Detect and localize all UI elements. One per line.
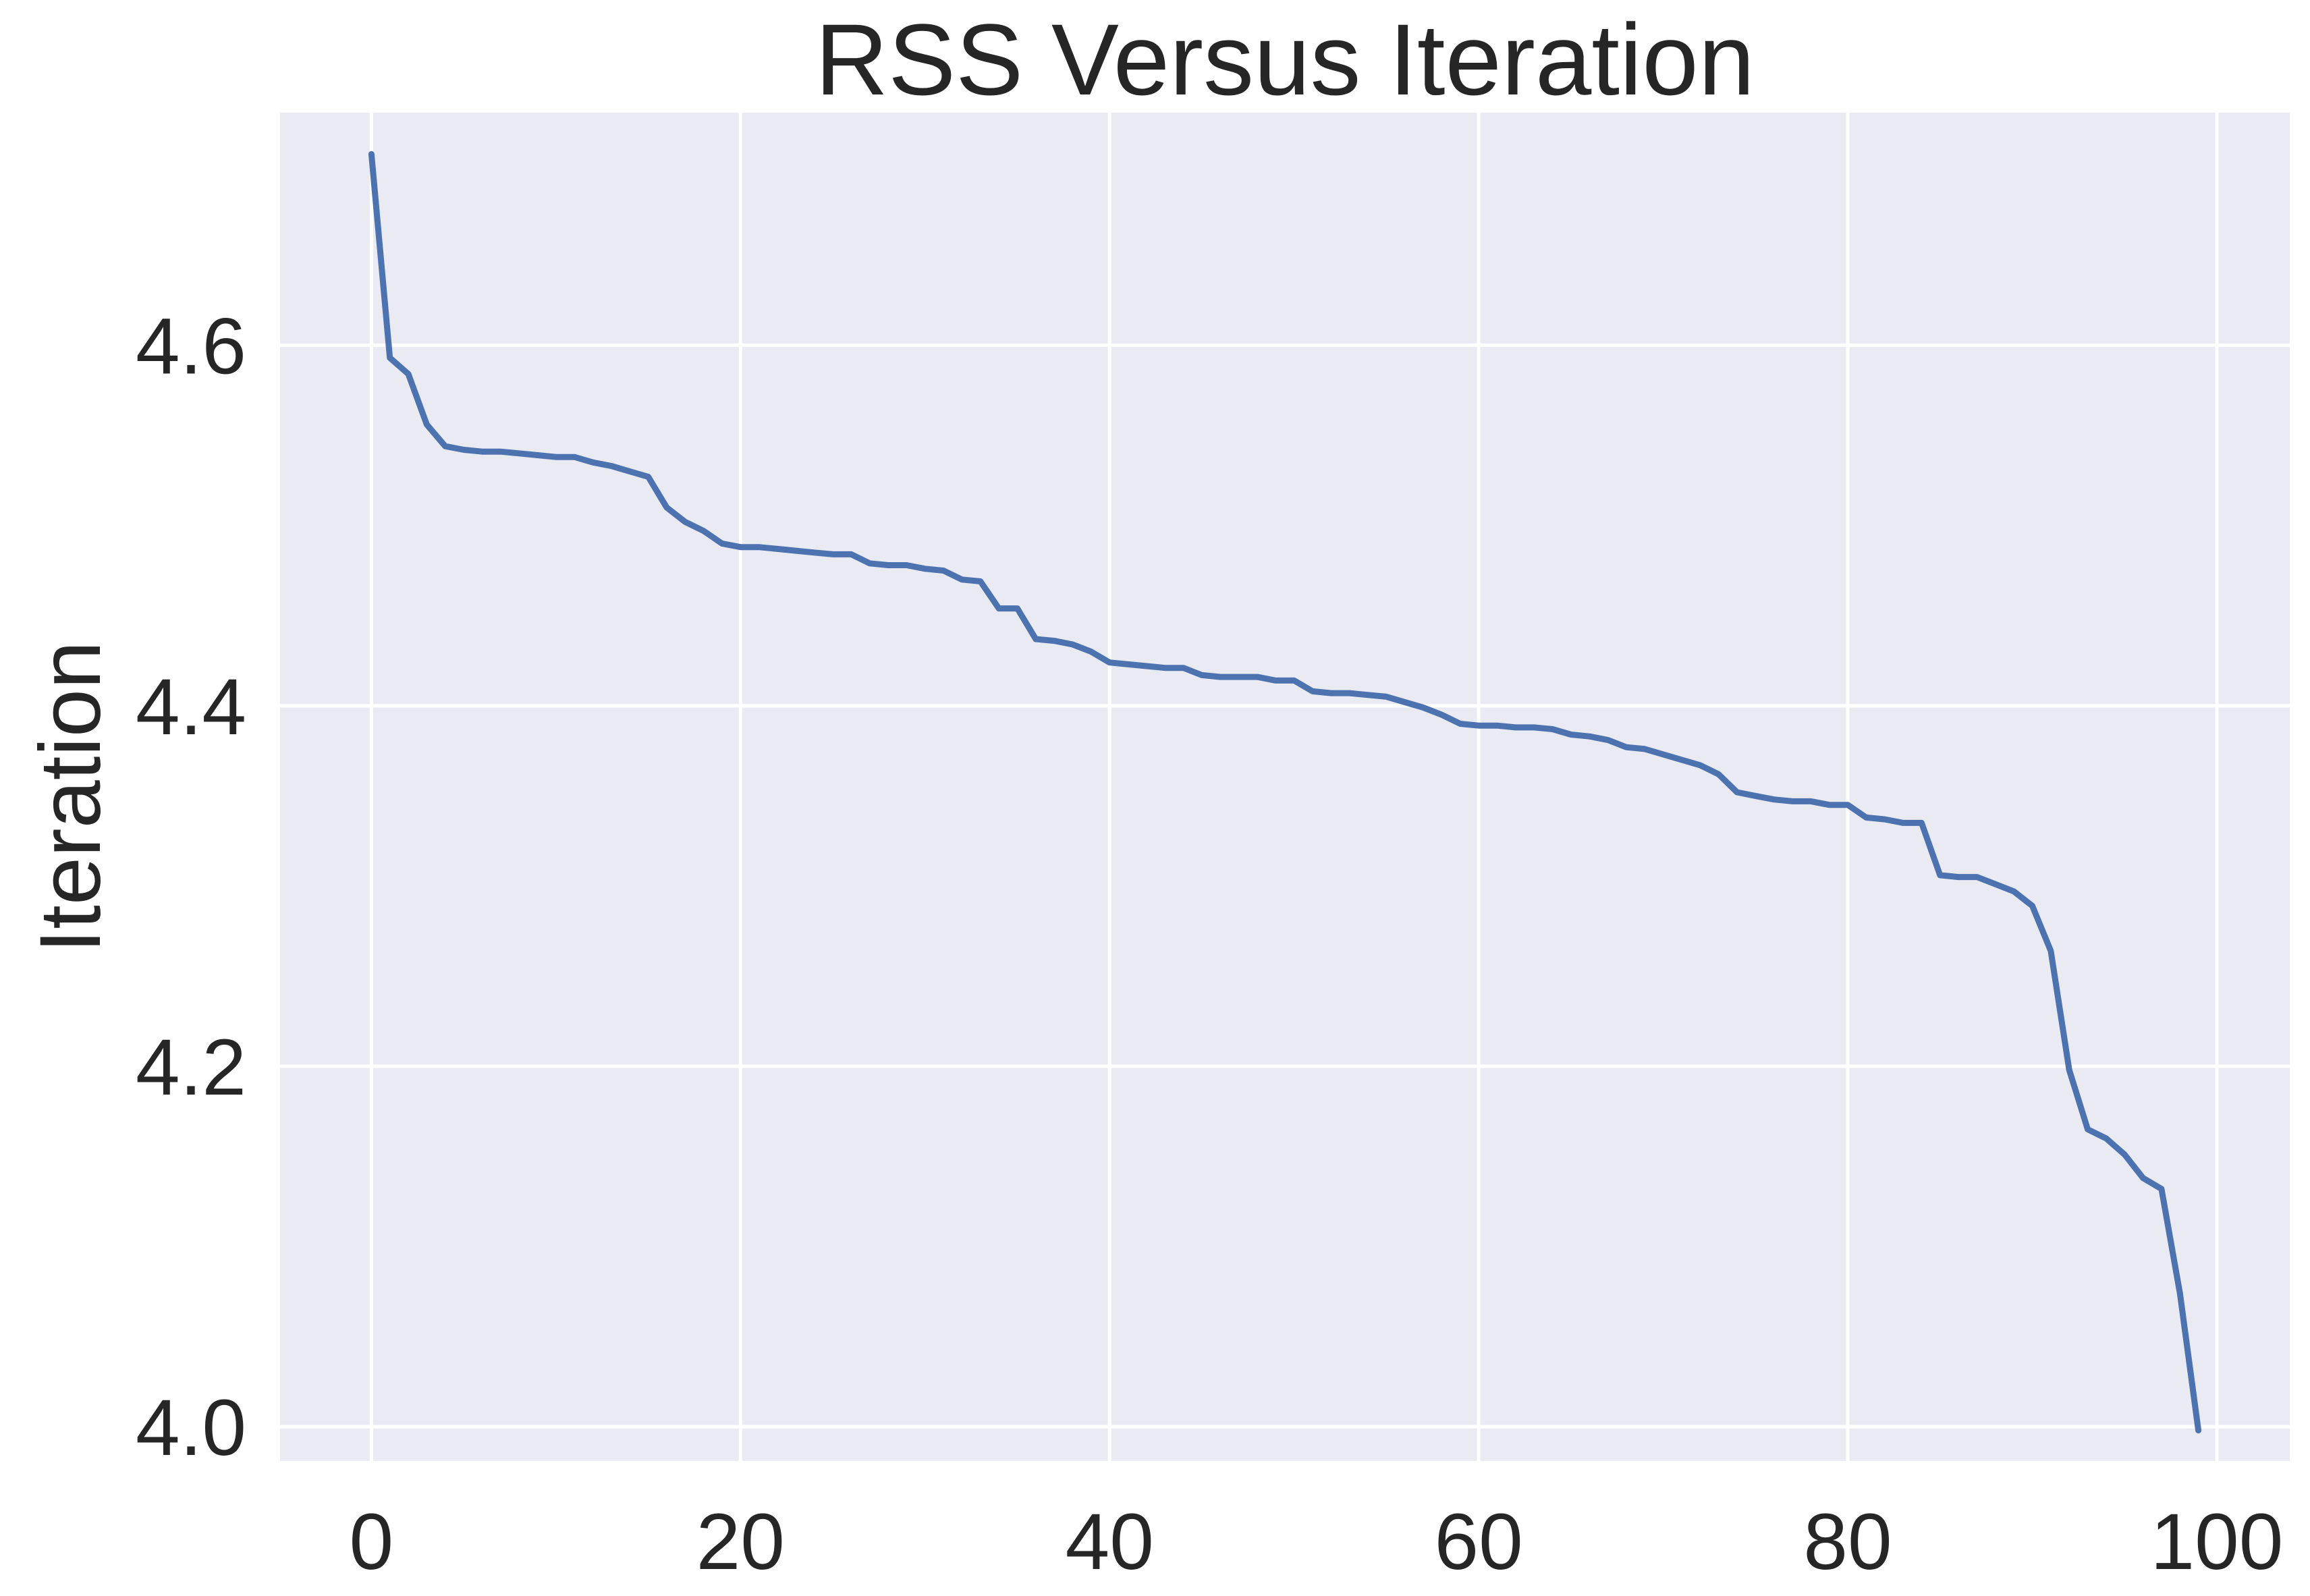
rss-series-line: [368, 150, 2202, 1434]
chart-title: RSS Versus Iteration: [815, 3, 1755, 116]
x-gridlines: [369, 113, 2219, 1461]
x-tick-label: 0: [350, 1497, 394, 1587]
y-tick-labels: 4.0 4.2 4.4 4.6: [136, 302, 246, 1473]
x-tick-label: 20: [696, 1497, 785, 1587]
plot-background: [280, 113, 2290, 1461]
y-gridlines: [280, 343, 2290, 1429]
x-tick-labels: 0 20 40 60 80 100: [350, 1497, 2284, 1587]
x-tick-label: 80: [1803, 1497, 1892, 1587]
y-axis-label: Iteration: [22, 641, 119, 954]
y-tick-label: 4.6: [136, 302, 246, 391]
x-tick-label: 40: [1066, 1497, 1154, 1587]
y-tick-label: 4.0: [136, 1383, 246, 1473]
y-tick-label: 4.4: [136, 663, 246, 752]
x-tick-label: 60: [1435, 1497, 1523, 1587]
y-tick-label: 4.2: [136, 1023, 246, 1112]
x-tick-label: 100: [2151, 1497, 2284, 1587]
